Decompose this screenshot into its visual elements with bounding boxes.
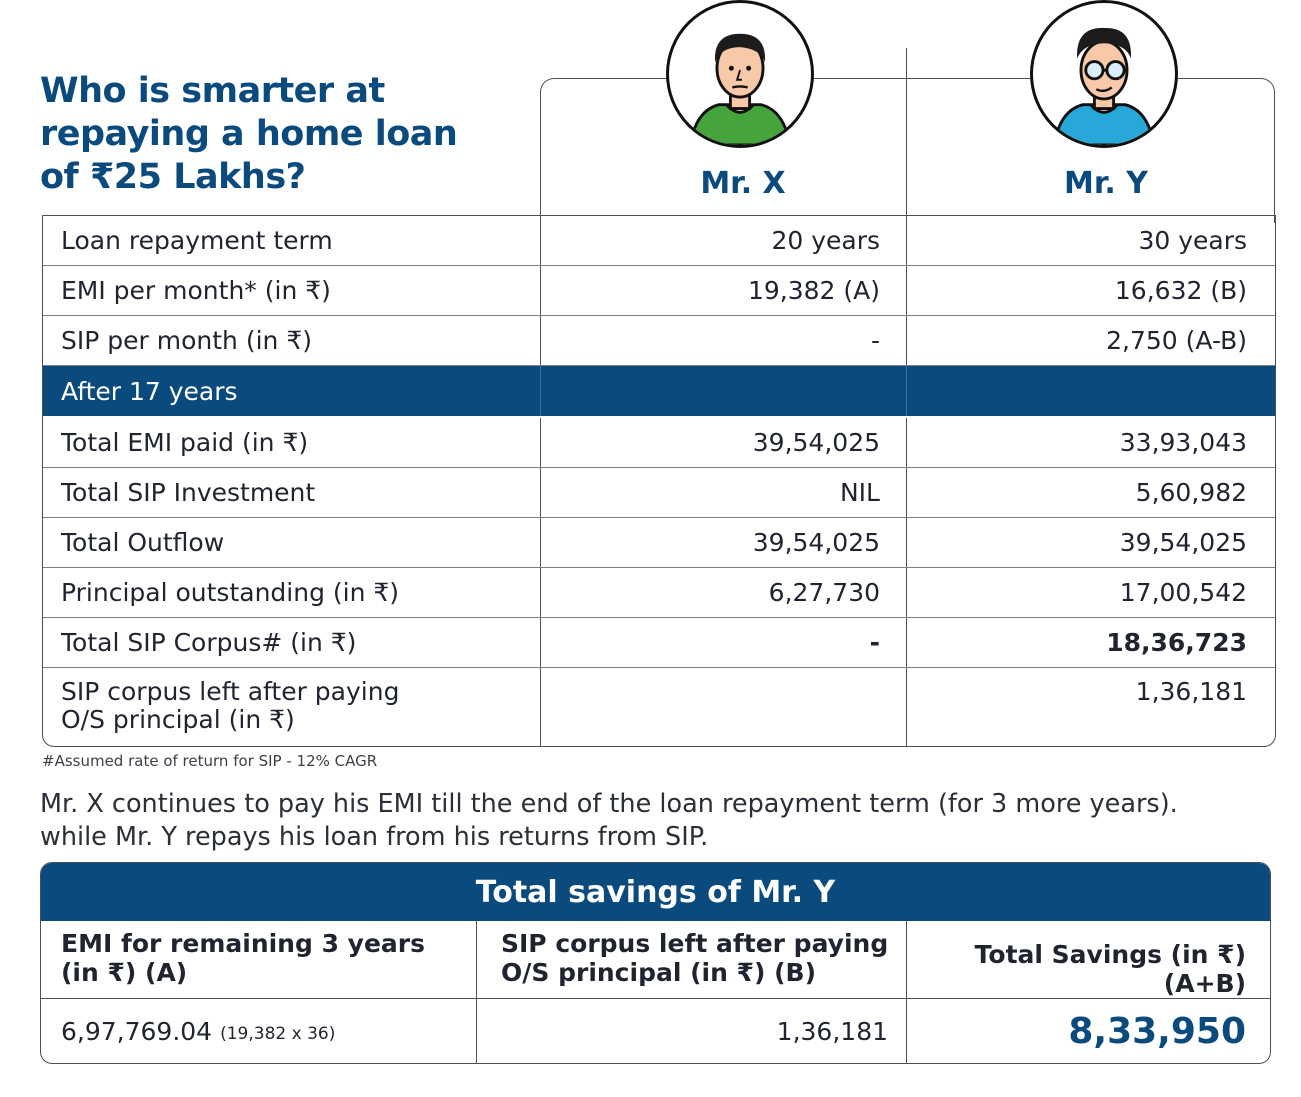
- mr-x-value: 39,54,025: [541, 418, 907, 467]
- row-label: Loan repayment term: [43, 216, 541, 265]
- savings-value-row: 6,97,769.04 (19,382 x 36) 1,36,181 8,33,…: [41, 999, 1270, 1063]
- mr-y-value: 33,93,043: [1119, 428, 1247, 457]
- table-row: Total Outflow 39,54,025 39,54,025: [43, 518, 1275, 568]
- mr-x-value: [541, 366, 907, 416]
- mr-y-value: 2,750 (A-B): [1106, 326, 1247, 355]
- savings-header-row: EMI for remaining 3 years (in ₹) (A) SIP…: [41, 921, 1270, 999]
- table-row: Loan repayment term 20 years 30 years: [43, 216, 1275, 266]
- col-a-value: 6,97,769.04 (19,382 x 36): [41, 999, 477, 1063]
- title-line-1: Who is smarter at: [40, 71, 385, 111]
- mr-y-value: 17,00,542: [1119, 578, 1247, 607]
- row-label: SIP per month (in ₹): [43, 316, 541, 365]
- total-savings-value: 8,33,950: [1068, 1010, 1246, 1052]
- col-b-value: 1,36,181: [477, 999, 907, 1063]
- table-row: Total SIP Investment NIL 5,60,982: [43, 468, 1275, 518]
- col-a-header-line-1: EMI for remaining 3 years: [61, 929, 426, 958]
- mr-y-value: 30 years: [1138, 226, 1247, 255]
- table-row: Total EMI paid (in ₹) 39,54,025 33,93,04…: [43, 418, 1275, 468]
- row-label-line-2: O/S principal (in ₹): [61, 705, 295, 734]
- col-c-header: Total Savings (in ₹) (A+B): [907, 921, 1270, 998]
- header-frame: [540, 78, 1275, 223]
- mr-y-value: 39,54,025: [1119, 528, 1247, 557]
- table-row: SIP corpus left after paying O/S princip…: [43, 668, 1275, 746]
- savings-table: Total savings of Mr. Y EMI for remaining…: [40, 862, 1271, 1064]
- row-label: Total Outflow: [43, 518, 541, 567]
- section-label: After 17 years: [43, 366, 541, 416]
- title-line-2: repaying a home loan: [40, 114, 458, 154]
- row-label: EMI per month* (in ₹): [43, 266, 541, 315]
- row-label: Principal outstanding (in ₹): [43, 568, 541, 617]
- mr-x-value: 39,54,025: [541, 518, 907, 567]
- mr-x-value: 19,382 (A): [541, 266, 907, 315]
- col-b-header-line-1: SIP corpus left after paying: [501, 929, 889, 958]
- savings-title: Total savings of Mr. Y: [41, 863, 1270, 921]
- title-line-3: of ₹25 Lakhs?: [40, 157, 306, 197]
- mr-x-value: -: [541, 618, 907, 667]
- row-label: Total SIP Corpus# (in ₹): [43, 618, 541, 667]
- emi-calculation-note: (19,382 x 36): [220, 1024, 336, 1044]
- row-label: Total SIP Investment: [43, 468, 541, 517]
- man-with-glasses-avatar-icon: [1030, 0, 1178, 148]
- header-divider: [906, 48, 907, 223]
- comparison-table: Loan repayment term 20 years 30 years EM…: [42, 215, 1276, 747]
- col-a-header-line-2: (in ₹) (A): [61, 958, 188, 987]
- mr-y-value: [907, 366, 1275, 416]
- row-label: Total EMI paid (in ₹): [43, 418, 541, 467]
- col-b-header: SIP corpus left after paying O/S princip…: [477, 921, 907, 998]
- row-label: SIP corpus left after paying O/S princip…: [43, 668, 541, 746]
- mr-x-value: [541, 668, 907, 746]
- mr-y-name: Mr. Y: [1064, 166, 1148, 201]
- col-a-header: EMI for remaining 3 years (in ₹) (A): [41, 921, 477, 998]
- mr-x-name: Mr. X: [700, 166, 786, 201]
- table-row: SIP per month (in ₹) - 2,750 (A-B): [43, 316, 1275, 366]
- mr-x-value: -: [541, 316, 907, 365]
- mr-x-value: NIL: [541, 468, 907, 517]
- col-c-header-line-1: Total Savings (in ₹): [974, 940, 1246, 969]
- mr-x-value: 20 years: [541, 216, 907, 265]
- mr-y-value: 16,632 (B): [1114, 276, 1247, 305]
- table-row: EMI per month* (in ₹) 19,382 (A) 16,632 …: [43, 266, 1275, 316]
- mr-y-value: 18,36,723: [1106, 628, 1247, 657]
- paragraph-line-2: while Mr. Y repays his loan from his ret…: [40, 822, 709, 852]
- col-b-header-line-2: O/S principal (in ₹) (B): [501, 958, 817, 987]
- col-c-header-line-2: (A+B): [1163, 969, 1246, 998]
- row-label-line-1: SIP corpus left after paying: [61, 677, 400, 706]
- mr-y-value: 1,36,181: [1135, 677, 1247, 706]
- explanation-paragraph: Mr. X continues to pay his EMI till the …: [40, 788, 1280, 854]
- section-header-row: After 17 years: [43, 366, 1275, 416]
- table-row: Total SIP Corpus# (in ₹) - 18,36,723: [43, 618, 1275, 668]
- footnote: #Assumed rate of return for SIP - 12% CA…: [42, 752, 378, 770]
- emi-remaining-value: 6,97,769.04: [61, 1016, 213, 1046]
- man-avatar-icon: [666, 0, 814, 148]
- page-title: Who is smarter at repaying a home loan o…: [40, 70, 520, 199]
- paragraph-line-1: Mr. X continues to pay his EMI till the …: [40, 789, 1178, 819]
- mr-x-value: 6,27,730: [541, 568, 907, 617]
- table-row: Principal outstanding (in ₹) 6,27,730 17…: [43, 568, 1275, 618]
- mr-y-value: 5,60,982: [1135, 478, 1247, 507]
